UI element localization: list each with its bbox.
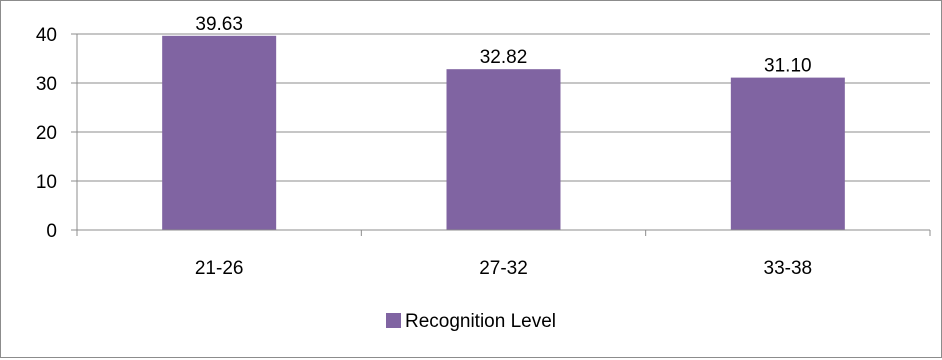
y-tick-label: 10 (36, 172, 57, 193)
x-tick-label: 27-32 (479, 258, 528, 279)
axes (71, 33, 931, 236)
y-tick-label: 40 (36, 25, 57, 46)
legend: Recognition Level (0, 311, 942, 333)
legend-swatch (385, 313, 401, 328)
labels: 0 10 20 30 40 39.63 21-26 32.82 27-32 31.10 33-38 (36, 14, 812, 279)
bar (730, 77, 845, 230)
y-tick-label: 30 (36, 74, 57, 95)
data-label: 31.10 (764, 56, 812, 77)
y-tick-label: 0 (46, 221, 57, 242)
bar (446, 69, 561, 230)
x-tick-label: 21-26 (195, 258, 244, 279)
y-tick-label: 20 (36, 123, 57, 144)
x-tick-label: 33-38 (764, 258, 813, 279)
legend-label: Recognition Level (404, 311, 557, 332)
data-label: 39.63 (195, 14, 243, 35)
bar (162, 35, 277, 230)
bars (162, 35, 845, 230)
data-label: 32.82 (480, 47, 528, 68)
